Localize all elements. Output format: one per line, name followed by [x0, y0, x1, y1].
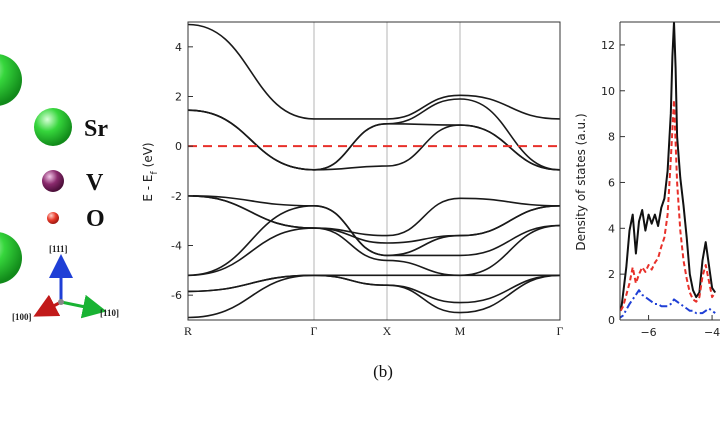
dos-y-tick-label: 2: [608, 268, 615, 281]
sr-atom-bottom: [0, 232, 22, 284]
dos-series-line: [620, 98, 717, 315]
band-y-axis-label: E - Ef(eV): [141, 142, 160, 201]
band-k-point-label: X: [383, 324, 392, 338]
axis-100-label: [100]: [12, 312, 32, 322]
axis-111-label: [111]: [49, 244, 68, 254]
legend-v-label: V: [86, 170, 104, 196]
band-k-point-label: M: [455, 324, 466, 338]
legend-o-atom: [47, 212, 59, 224]
axis-100-arrow: [33, 294, 62, 317]
band-line: [188, 274, 560, 293]
axis-110-arrow: [60, 294, 107, 319]
dos-chart: 0 2 4 6 8 10 12 −6 −4 Density of states (a.u.): [574, 21, 720, 339]
band-line: [188, 204, 560, 277]
sr-atom-top: [0, 54, 22, 106]
band-k-point-label: Γ: [557, 324, 564, 338]
legend-v-atom: [42, 170, 64, 192]
band-k-point-label: R: [184, 324, 192, 338]
dos-x-tick-label: −4: [704, 326, 720, 339]
legend-o-label: O: [86, 206, 105, 232]
direction-axes: [111] [110] [100]: [12, 244, 119, 322]
dos-y-axis-label: Density of states (a.u.): [574, 113, 588, 250]
band-line: [188, 224, 560, 277]
band-line: [188, 274, 560, 319]
axis-origin: [58, 299, 64, 305]
dos-y-tick-label: 6: [608, 176, 615, 189]
dos-x-tick-label: −6: [640, 326, 656, 339]
dos-series-line: [620, 22, 717, 313]
dos-y-tick-label: 12: [601, 39, 615, 52]
band-k-point-label: Γ: [311, 324, 318, 338]
dos-y-tick-label: 4: [608, 222, 615, 235]
dos-y-tick-label: 0: [608, 314, 615, 327]
figure-caption: (b): [373, 362, 393, 381]
band-line: [188, 109, 560, 171]
band-y-tick-label: -6: [171, 289, 182, 302]
band-y-tick-label: 0: [175, 140, 182, 153]
band-y-tick-label: -4: [171, 240, 182, 253]
band-y-tick-label: 2: [175, 91, 182, 104]
dos-y-tick-label: 10: [601, 85, 615, 98]
dos-series-line: [620, 289, 716, 319]
band-line: [188, 23, 560, 120]
band-line: [188, 195, 560, 237]
band-line: [188, 195, 560, 257]
band-y-tick-label: 4: [175, 41, 182, 54]
legend-sr-atom: [34, 108, 72, 146]
crystal-structure-panel: Sr V O [111] [110] [100]: [0, 54, 119, 322]
band-plot-frame: [187, 21, 561, 321]
band-structure-chart: -6 -4 -2 0 2 4 R Γ X M Γ E - Ef(eV): [141, 21, 564, 338]
dos-y-tick-label: 8: [608, 131, 615, 144]
band-y-tick-label: -2: [171, 190, 182, 203]
legend-sr-label: Sr: [84, 116, 108, 142]
axis-110-label: [110]: [100, 308, 119, 318]
